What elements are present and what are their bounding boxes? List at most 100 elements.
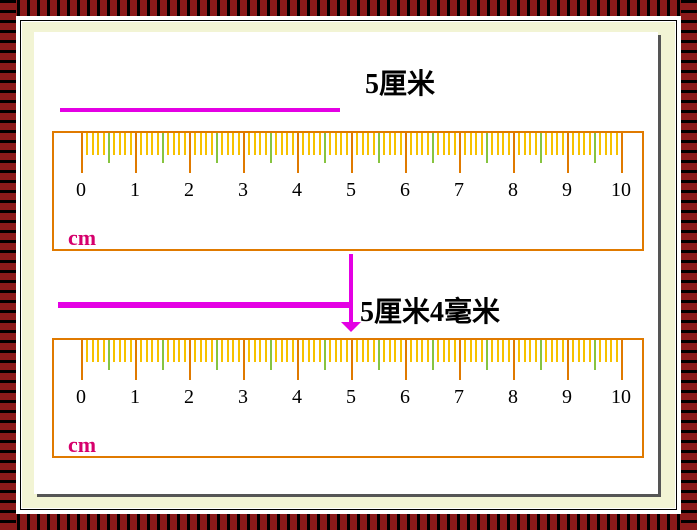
ruler-tick	[454, 133, 456, 155]
ruler-tick	[113, 133, 115, 155]
ruler-number: 2	[184, 179, 194, 202]
ruler-tick	[140, 133, 142, 155]
ruler-tick	[178, 133, 180, 155]
ruler-top: 012345678910 cm	[52, 131, 644, 251]
ruler-tick	[167, 133, 169, 155]
ruler-tick	[151, 340, 153, 362]
ruler-number: 5	[346, 386, 356, 409]
ruler-tick	[313, 133, 315, 155]
ruler-tick	[346, 133, 348, 155]
ruler-tick	[194, 133, 196, 155]
ruler-tick	[432, 340, 434, 370]
ruler-tick	[508, 340, 510, 362]
ruler-tick	[184, 133, 186, 155]
ruler-number: 7	[454, 179, 464, 202]
ruler-tick	[81, 133, 83, 173]
ruler-tick	[346, 340, 348, 362]
ruler-tick	[135, 133, 137, 173]
ruler-tick	[184, 340, 186, 362]
ruler-number: 1	[130, 179, 140, 202]
ruler-tick	[400, 340, 402, 362]
ruler-tick	[610, 133, 612, 155]
ruler-tick	[335, 340, 337, 362]
ruler-tick	[389, 340, 391, 362]
ruler-number: 7	[454, 386, 464, 409]
ruler-tick	[211, 133, 213, 155]
ruler-number: 5	[346, 179, 356, 202]
ruler-tick	[270, 133, 272, 163]
ruler-tick	[529, 340, 531, 362]
ruler-tick	[297, 340, 299, 380]
ruler-tick	[464, 133, 466, 155]
ruler-tick	[162, 340, 164, 370]
ruler-tick	[259, 340, 261, 362]
ruler-tick	[173, 340, 175, 362]
ruler-tick	[146, 133, 148, 155]
ruler-number: 6	[400, 386, 410, 409]
vertical-arrow-head	[341, 322, 361, 332]
ruler-tick	[238, 133, 240, 155]
ruler-tick	[86, 340, 88, 362]
ruler-tick	[578, 133, 580, 155]
ruler-number: 3	[238, 386, 248, 409]
ruler-tick	[583, 133, 585, 155]
ruler-tick	[470, 133, 472, 155]
ruler-tick	[459, 340, 461, 380]
ruler-number: 2	[184, 386, 194, 409]
ruler-tick	[86, 133, 88, 155]
ruler-tick	[92, 133, 94, 155]
ruler-number: 0	[76, 386, 86, 409]
ruler-tick	[189, 133, 191, 173]
ruler-tick	[119, 340, 121, 362]
ruler-number: 8	[508, 386, 518, 409]
ruler-tick	[178, 340, 180, 362]
ruler-tick	[130, 340, 132, 362]
ruler-tick	[275, 340, 277, 362]
ruler-tick	[356, 340, 358, 362]
ruler-tick	[92, 340, 94, 362]
ruler-tick	[292, 133, 294, 155]
ruler-tick	[146, 340, 148, 362]
ruler-tick	[286, 133, 288, 155]
ruler-tick	[221, 133, 223, 155]
ruler-tick	[351, 133, 353, 173]
ruler-tick	[265, 133, 267, 155]
ruler-tick	[502, 340, 504, 362]
ruler-tick	[124, 133, 126, 155]
ruler-tick	[243, 133, 245, 173]
ruler-tick	[518, 133, 520, 155]
ruler-tick	[151, 133, 153, 155]
ruler-tick	[167, 340, 169, 362]
ruler-tick	[373, 340, 375, 362]
ruler-tick	[173, 133, 175, 155]
ruler-number: 6	[400, 179, 410, 202]
ruler-tick	[81, 340, 83, 380]
ruler-tick	[605, 133, 607, 155]
ruler-tick	[562, 340, 564, 362]
ruler-tick	[562, 133, 564, 155]
ruler-tick	[108, 340, 110, 370]
ruler-tick	[335, 133, 337, 155]
ruler-tick	[605, 340, 607, 362]
ruler-tick	[437, 340, 439, 362]
ruler-tick	[119, 133, 121, 155]
ruler-tick	[599, 133, 601, 155]
ruler-tick	[286, 340, 288, 362]
ruler-tick	[292, 340, 294, 362]
ruler-tick	[113, 340, 115, 362]
ruler-tick	[319, 340, 321, 362]
ruler-tick	[140, 340, 142, 362]
ruler-tick	[281, 133, 283, 155]
ruler-tick	[302, 133, 304, 155]
ruler-tick	[238, 340, 240, 362]
ruler-tick	[427, 133, 429, 155]
ruler-tick	[362, 133, 364, 155]
ruler-tick	[124, 340, 126, 362]
ruler-tick	[378, 340, 380, 370]
ruler-tick	[108, 133, 110, 163]
ruler-tick	[373, 133, 375, 155]
ruler-tick	[270, 340, 272, 370]
ruler-tick	[130, 133, 132, 155]
ruler-tick	[405, 340, 407, 380]
ruler-tick	[313, 340, 315, 362]
